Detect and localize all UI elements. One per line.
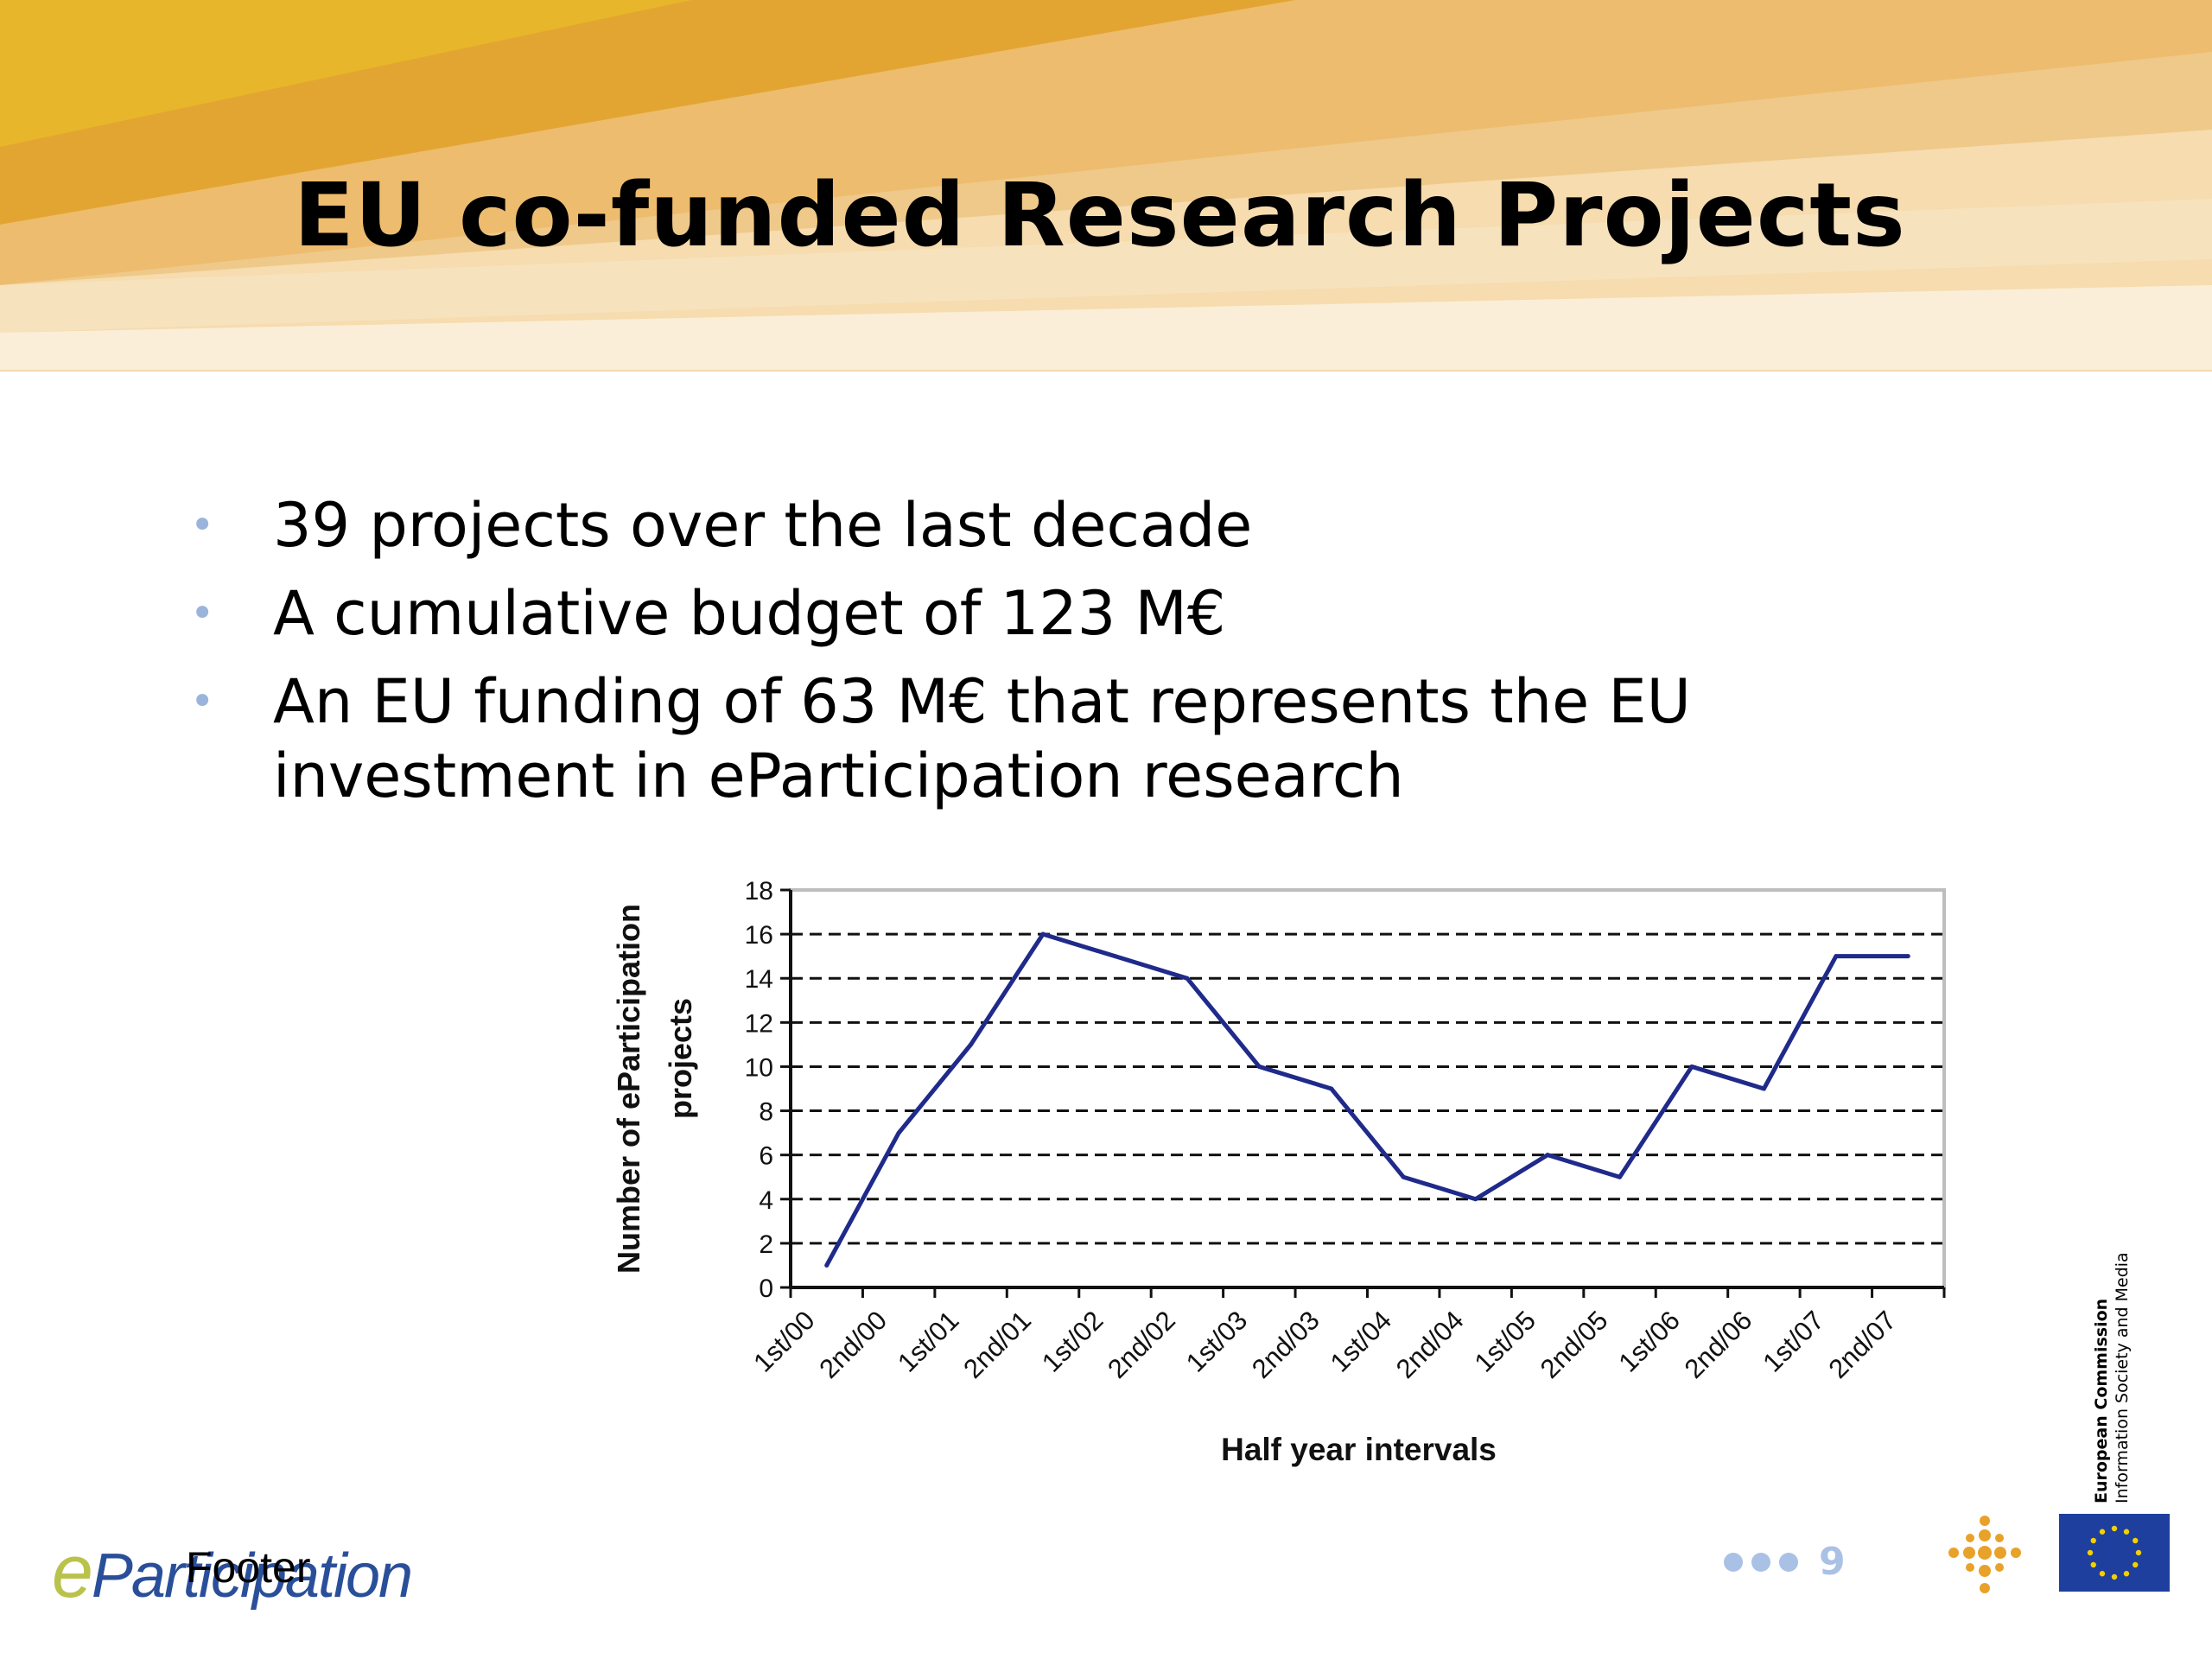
data-point bbox=[1761, 1086, 1766, 1091]
x-tick-label: 1st/02 bbox=[1036, 1305, 1109, 1377]
pager-dot-icon bbox=[1751, 1552, 1770, 1572]
flag-star bbox=[2133, 1537, 2139, 1544]
data-point bbox=[1401, 1174, 1406, 1179]
y-axis-label-line-2: projects bbox=[663, 998, 698, 1119]
bullet-text: 39 projects over the last decade bbox=[273, 490, 1253, 561]
bullet-item: • A cumulative budget of 123 M€ bbox=[173, 576, 1987, 651]
x-tick-label: 2nd/06 bbox=[1679, 1305, 1758, 1384]
page-number: 9 bbox=[1819, 1540, 1846, 1584]
flag-star bbox=[2123, 1529, 2130, 1535]
y-tick-label: 14 bbox=[745, 965, 773, 994]
bullet-item: • An EU funding of 63 M€ that represents … bbox=[173, 664, 1987, 813]
chart-axes bbox=[789, 888, 1946, 1289]
bullet-text: An EU funding of 63 M€ that represents t… bbox=[273, 666, 1691, 811]
flag-star bbox=[2090, 1537, 2096, 1544]
data-point bbox=[1473, 1197, 1478, 1202]
title-banner bbox=[0, 0, 2212, 372]
data-point bbox=[824, 1262, 830, 1268]
x-tick-label: 1st/05 bbox=[1469, 1305, 1541, 1377]
data-point bbox=[1834, 954, 1839, 959]
data-point bbox=[969, 1042, 974, 1047]
x-tick-label: 1st/06 bbox=[1612, 1305, 1685, 1377]
flag-star bbox=[2133, 1561, 2139, 1568]
x-tick-label: 2nd/05 bbox=[1535, 1305, 1614, 1384]
x-axis-ticks: 1st/002nd/001st/012nd/011st/022nd/021st/… bbox=[747, 1287, 1946, 1384]
x-tick-label: 2nd/07 bbox=[1822, 1305, 1902, 1384]
flag-star bbox=[2099, 1529, 2106, 1535]
data-point bbox=[1689, 1064, 1694, 1069]
projects-line-chart: 0 2 4 6 8 10 12 14 16 18 1st/002nd/001st/012nd/01… bbox=[611, 877, 1946, 1467]
y-tick-label: 10 bbox=[745, 1053, 773, 1082]
x-tick-label: 1st/03 bbox=[1180, 1305, 1253, 1377]
data-point bbox=[1040, 931, 1046, 937]
data-point bbox=[1329, 1086, 1334, 1091]
ec-line-2: Information Society and Media bbox=[2113, 1252, 2132, 1503]
x-tick-label: 2nd/00 bbox=[813, 1305, 893, 1384]
y-tick-label: 8 bbox=[759, 1098, 773, 1127]
x-axis-label: Half year intervals bbox=[1221, 1432, 1497, 1467]
x-tick-label: 2nd/03 bbox=[1246, 1305, 1325, 1384]
data-point bbox=[1905, 954, 1910, 959]
y-tick-label: 16 bbox=[745, 921, 773, 950]
y-tick-label: 4 bbox=[759, 1186, 773, 1215]
bullet-dot-icon: • bbox=[190, 677, 215, 726]
flag-star bbox=[2111, 1573, 2118, 1580]
y-tick-label: 2 bbox=[759, 1230, 773, 1259]
european-commission-label: European Commission Information Society … bbox=[2091, 1158, 2133, 1503]
pager-dot-icon bbox=[1724, 1552, 1743, 1572]
information-society-logo-icon bbox=[1948, 1516, 2021, 1593]
y-tick-label: 18 bbox=[745, 877, 773, 906]
logo-rest: Participation bbox=[91, 1541, 413, 1611]
y-tick-label: 6 bbox=[759, 1142, 773, 1171]
y-axis-ticks: 0 2 4 6 8 10 12 14 16 18 bbox=[745, 877, 791, 1303]
slide-title: EU co-funded Research Projects bbox=[294, 164, 1906, 267]
pager-dot-icon bbox=[1779, 1552, 1798, 1572]
flag-star bbox=[2135, 1549, 2142, 1556]
flag-star bbox=[2099, 1571, 2106, 1577]
series-line bbox=[824, 931, 1909, 1267]
y-tick-label: 0 bbox=[759, 1274, 773, 1303]
bullet-item: • 39 projects over the last decade bbox=[173, 488, 1987, 563]
data-point bbox=[1112, 954, 1117, 959]
chart-series bbox=[824, 931, 1910, 1268]
page-indicator: 9 bbox=[1724, 1540, 1846, 1584]
data-point bbox=[1256, 1064, 1262, 1069]
bullet-dot-icon: • bbox=[190, 589, 215, 638]
plot-frame bbox=[789, 888, 1946, 1289]
flag-star bbox=[2087, 1549, 2094, 1556]
eparticipation-logo: eParticipation bbox=[52, 1529, 413, 1615]
x-tick-label: 2nd/01 bbox=[957, 1305, 1037, 1384]
y-tick-label: 12 bbox=[745, 1009, 773, 1038]
bullet-dot-icon: • bbox=[190, 501, 215, 550]
flag-star bbox=[2123, 1571, 2130, 1577]
x-tick-label: 2nd/04 bbox=[1390, 1305, 1470, 1384]
x-tick-label: 2nd/02 bbox=[1102, 1305, 1181, 1384]
data-point bbox=[1545, 1153, 1550, 1158]
y-axis-label-line-1: Number of eParticipation bbox=[611, 904, 646, 1274]
bullet-text: A cumulative budget of 123 M€ bbox=[273, 578, 1226, 649]
logo-e: e bbox=[52, 1530, 93, 1613]
flag-star bbox=[2090, 1561, 2096, 1568]
data-point bbox=[1618, 1174, 1623, 1179]
eu-flag-icon bbox=[2059, 1514, 2170, 1592]
x-tick-label: 1st/01 bbox=[892, 1305, 964, 1377]
x-tick-label: 1st/04 bbox=[1325, 1305, 1397, 1377]
bullet-list: • 39 projects over the last decade • A cum… bbox=[173, 488, 1987, 827]
ec-line-1: European Commission bbox=[2092, 1298, 2111, 1503]
x-tick-label: 1st/00 bbox=[747, 1305, 820, 1377]
footer-text: Footer bbox=[186, 1543, 311, 1592]
data-point bbox=[896, 1130, 901, 1135]
x-tick-label: 1st/07 bbox=[1757, 1305, 1829, 1377]
chart-grid bbox=[791, 932, 1944, 1245]
flag-star bbox=[2111, 1525, 2118, 1532]
data-point bbox=[1185, 976, 1190, 981]
